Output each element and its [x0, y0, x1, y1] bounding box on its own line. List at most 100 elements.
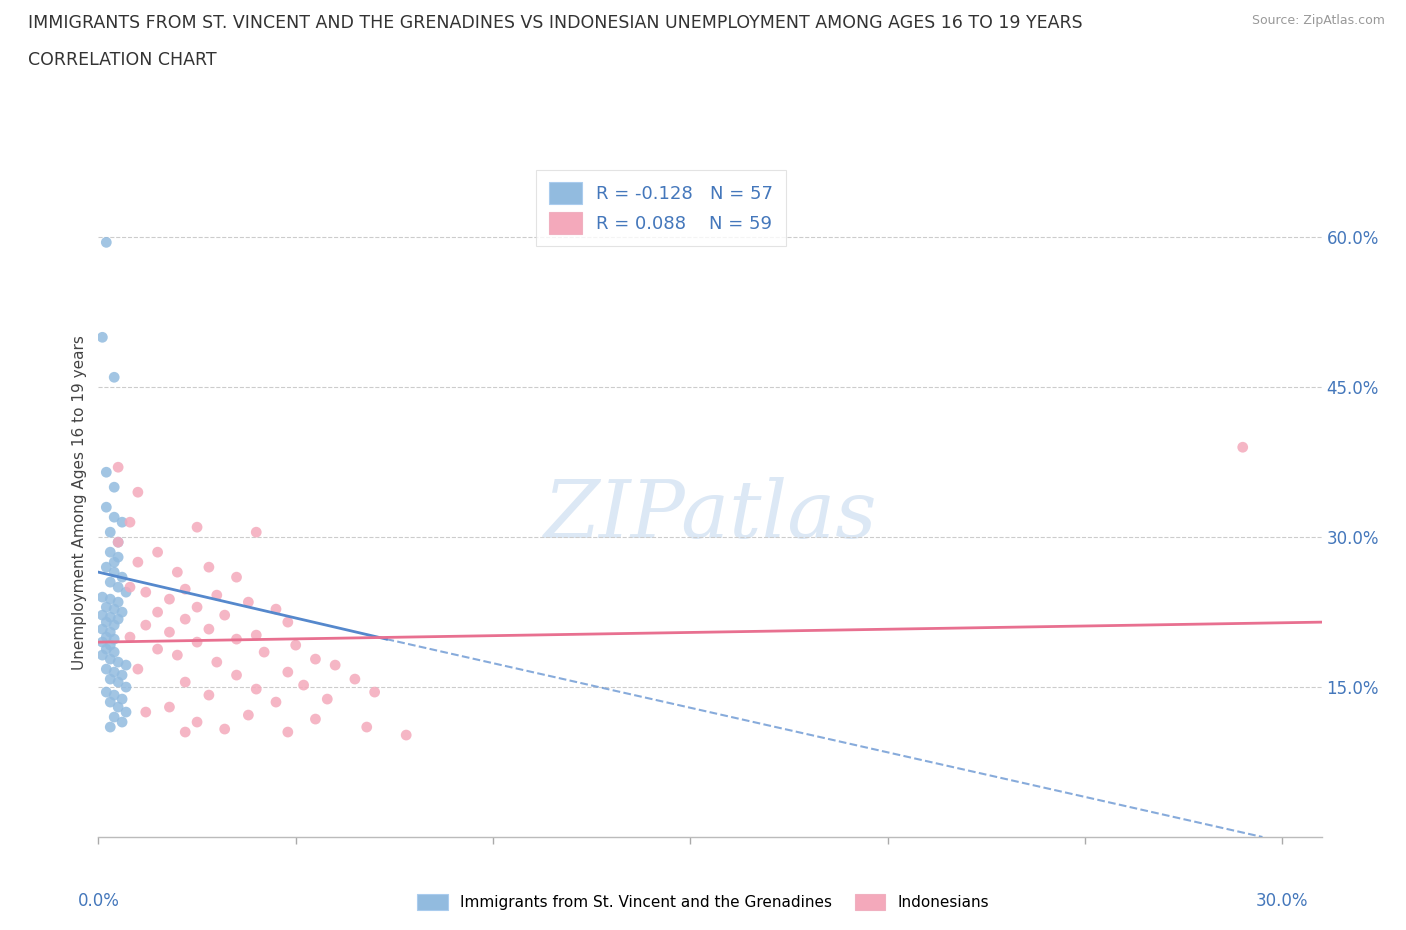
Text: 0.0%: 0.0% [77, 892, 120, 910]
Point [98, 695, 121, 710]
Point [107, 612, 129, 627]
Point [118, 514, 141, 529]
Point [127, 661, 149, 676]
Point [91, 647, 114, 662]
Point [103, 510, 125, 525]
Point [107, 535, 129, 550]
Point [135, 705, 157, 720]
Point [96, 600, 118, 615]
Point [127, 485, 149, 499]
Point [98, 638, 121, 653]
Point [277, 665, 299, 680]
Point [214, 607, 236, 622]
Point [96, 642, 118, 657]
Point [107, 535, 129, 550]
Point [363, 684, 385, 699]
Point [96, 235, 118, 250]
Point [111, 604, 134, 619]
Point [115, 658, 138, 672]
Point [159, 699, 181, 714]
Point [225, 668, 247, 683]
Text: IMMIGRANTS FROM ST. VINCENT AND THE GRENADINES VS INDONESIAN UNEMPLOYMENT AMONG : IMMIGRANTS FROM ST. VINCENT AND THE GREN… [28, 14, 1083, 32]
Point [107, 699, 129, 714]
Point [238, 594, 260, 609]
Point [115, 705, 138, 720]
Point [186, 634, 208, 649]
Point [159, 625, 181, 640]
Point [264, 695, 287, 710]
Point [277, 615, 299, 630]
Point [205, 655, 228, 670]
Point [146, 545, 169, 560]
Point [96, 465, 118, 480]
Point [103, 710, 125, 724]
Point [186, 714, 208, 729]
Point [225, 631, 247, 646]
Point [284, 638, 307, 653]
Text: ZIPatlas: ZIPatlas [543, 477, 877, 554]
Point [245, 628, 267, 643]
Point [107, 459, 129, 474]
Point [103, 480, 125, 495]
Point [277, 724, 299, 739]
Point [98, 652, 121, 667]
Point [245, 682, 267, 697]
Point [198, 621, 221, 636]
Point [107, 655, 129, 670]
Point [205, 588, 228, 603]
Point [98, 575, 121, 590]
Legend: Immigrants from St. Vincent and the Grenadines, Indonesians: Immigrants from St. Vincent and the Gren… [409, 886, 997, 918]
Point [135, 585, 157, 600]
Point [159, 591, 181, 606]
Text: Source: ZipAtlas.com: Source: ZipAtlas.com [1251, 14, 1385, 27]
Point [103, 687, 125, 702]
Point [91, 634, 114, 649]
Point [166, 565, 188, 579]
Point [225, 570, 247, 585]
Point [96, 630, 118, 644]
Point [111, 714, 134, 729]
Point [135, 618, 157, 632]
Point [111, 692, 134, 707]
Point [174, 581, 197, 596]
Point [115, 680, 138, 695]
Point [174, 612, 197, 627]
Text: 30.0%: 30.0% [1256, 892, 1309, 910]
Legend: R = -0.128   N = 57, R = 0.088    N = 59: R = -0.128 N = 57, R = 0.088 N = 59 [537, 170, 786, 246]
Point [98, 671, 121, 686]
Point [96, 615, 118, 630]
Point [98, 610, 121, 625]
Point [91, 621, 114, 636]
Text: CORRELATION CHART: CORRELATION CHART [28, 51, 217, 69]
Point [292, 678, 315, 693]
Point [107, 550, 129, 565]
Point [103, 565, 125, 579]
Point [198, 687, 221, 702]
Point [316, 692, 339, 707]
Point [238, 708, 260, 723]
Point [96, 684, 118, 699]
Point [174, 724, 197, 739]
Point [166, 647, 188, 662]
Point [107, 594, 129, 609]
Point [98, 525, 121, 539]
Point [1232, 440, 1254, 455]
Point [103, 631, 125, 646]
Point [111, 668, 134, 683]
Point [174, 674, 197, 689]
Point [146, 604, 169, 619]
Point [98, 591, 121, 606]
Point [98, 545, 121, 560]
Point [98, 625, 121, 640]
Point [264, 602, 287, 617]
Point [96, 661, 118, 676]
Point [323, 658, 346, 672]
Point [103, 554, 125, 569]
Point [118, 630, 141, 644]
Point [115, 585, 138, 600]
Point [91, 330, 114, 345]
Point [103, 644, 125, 659]
Y-axis label: Unemployment Among Ages 16 to 19 years: Unemployment Among Ages 16 to 19 years [72, 335, 87, 670]
Point [98, 720, 121, 735]
Point [343, 671, 366, 686]
